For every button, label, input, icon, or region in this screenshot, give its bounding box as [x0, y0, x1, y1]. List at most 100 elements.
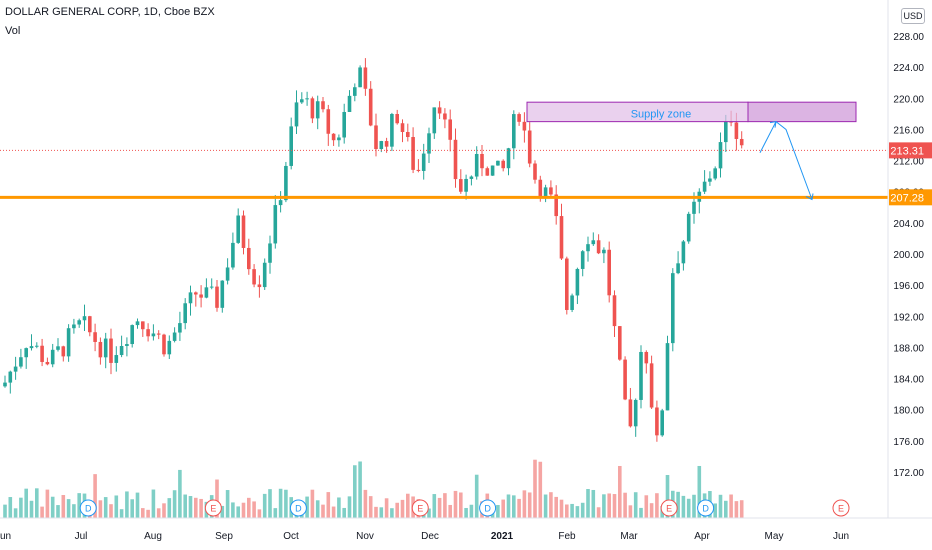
candle-body: [469, 176, 474, 179]
candle-body: [146, 329, 150, 337]
candle-body: [294, 102, 299, 127]
volume-bar: [527, 492, 532, 518]
arrowhead: [769, 121, 777, 128]
candle-body: [559, 216, 564, 259]
candle-body: [676, 263, 680, 274]
volume-bar: [496, 505, 500, 518]
volume-bar: [141, 508, 145, 518]
candle-body: [135, 321, 140, 326]
volume-bar: [56, 505, 60, 518]
candle-body: [13, 366, 18, 372]
candle-body: [496, 160, 500, 166]
volume-bar: [543, 494, 548, 518]
candle-body: [708, 178, 712, 182]
candle-body: [713, 168, 717, 179]
candle-body: [527, 130, 532, 164]
time-tick-label: Dec: [421, 531, 439, 542]
volume-bar: [570, 503, 574, 518]
candle-body: [114, 355, 119, 363]
volume-bar: [109, 504, 113, 518]
candle-body: [172, 332, 177, 341]
event-marker-letter: D: [295, 504, 302, 514]
volume-bar: [77, 493, 81, 518]
volume-bar: [453, 490, 458, 518]
volume-bar: [363, 489, 368, 518]
candle-body: [109, 338, 113, 363]
volume-bar: [247, 497, 251, 518]
volume-bar: [580, 502, 585, 518]
price-tick-label: 180.00: [893, 406, 924, 417]
volume-bar: [649, 503, 654, 518]
candle-body: [183, 303, 187, 324]
volume-bar: [72, 504, 76, 518]
volume-bar: [681, 495, 686, 518]
volume-bar: [596, 507, 601, 518]
volume-bar: [278, 488, 283, 518]
candle-body: [231, 242, 235, 268]
volume-bar: [464, 507, 468, 518]
dividend-marker: [697, 499, 715, 517]
volume-bar: [40, 506, 44, 518]
candle-body: [125, 344, 129, 346]
currency-button[interactable]: USD: [901, 8, 925, 24]
volume-bar: [390, 508, 394, 518]
candle-body: [618, 326, 622, 360]
candle-body: [141, 321, 145, 330]
dividend-marker: [289, 499, 307, 517]
volume-bar: [45, 489, 50, 518]
price-axis-bg: [888, 0, 932, 550]
candle-body: [681, 241, 686, 264]
candle-body: [162, 334, 166, 355]
volume-bar: [162, 503, 166, 518]
volume-bar: [554, 496, 558, 518]
volume-bar: [125, 491, 129, 518]
candle-body: [459, 179, 463, 192]
volume-bar: [151, 489, 156, 518]
candlesticks: [3, 58, 744, 442]
volume-bar: [220, 505, 225, 518]
candle-body: [554, 194, 558, 217]
volume-bar: [199, 498, 203, 518]
earnings-marker: [204, 499, 222, 517]
event-marker-letter: D: [85, 504, 92, 514]
arrowhead: [805, 193, 814, 201]
candle-body: [236, 215, 240, 243]
candle-body: [156, 333, 161, 335]
volume-indicator-label[interactable]: Vol: [5, 25, 21, 37]
candle-body: [50, 349, 55, 365]
volume-bar: [135, 492, 140, 518]
volume-bar: [98, 500, 103, 518]
volume-bar: [676, 491, 680, 518]
candle-body: [384, 141, 389, 147]
volume-bar: [353, 465, 357, 518]
volume-bar: [522, 490, 527, 518]
price-tick-label: 220.00: [893, 94, 924, 105]
time-tick-label: Jun: [833, 531, 849, 542]
volume-bar: [459, 492, 463, 518]
candle-body: [305, 98, 309, 100]
event-marker-letter: E: [210, 504, 216, 514]
volume-bar: [347, 496, 352, 518]
candle-body: [56, 346, 60, 350]
candle-body: [718, 142, 723, 169]
candle-body: [178, 323, 182, 333]
volume-bar: [368, 496, 373, 518]
volume-bar: [713, 503, 717, 518]
supply-zone-label: Supply zone: [631, 109, 692, 121]
volume-bar: [406, 493, 410, 518]
volume-bar: [252, 501, 256, 518]
candle-body: [485, 168, 490, 176]
price-tick-label: 176.00: [893, 437, 924, 448]
dividend-marker: [79, 499, 97, 517]
candle-body: [400, 123, 405, 133]
candle-body: [448, 119, 452, 140]
volume-bar: [194, 497, 198, 518]
volume-bar: [321, 504, 325, 518]
time-tick-label: Sep: [215, 531, 233, 542]
volume-bar: [602, 494, 606, 518]
support-price-tag: [889, 189, 932, 206]
earnings-marker: [660, 499, 678, 517]
candle-body: [194, 292, 198, 295]
volume-bar: [66, 499, 71, 518]
